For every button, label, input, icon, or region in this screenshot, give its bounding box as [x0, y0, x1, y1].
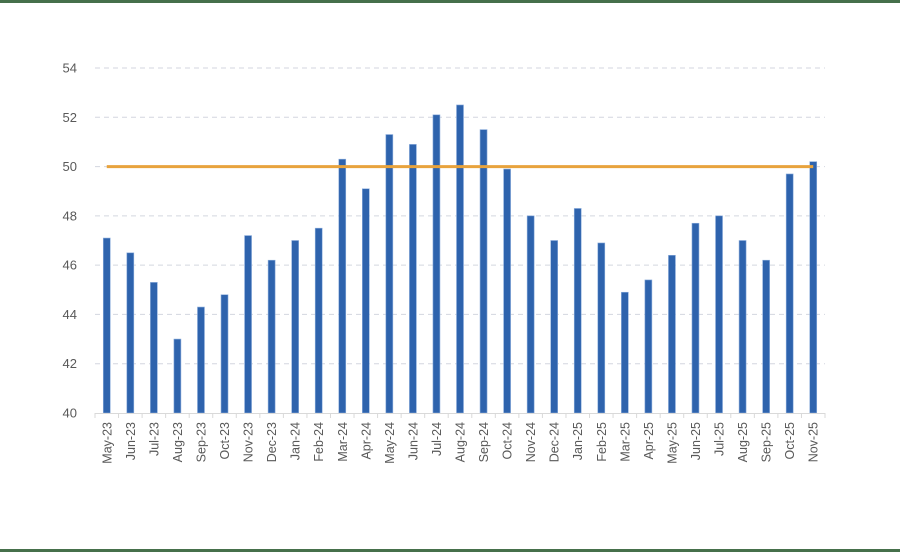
- x-tick-label: Jul-23: [147, 422, 161, 456]
- bar: [173, 338, 182, 414]
- x-tick-label: Jul-24: [430, 422, 444, 456]
- top-frame-border: [0, 0, 900, 3]
- bar: [409, 144, 417, 414]
- x-tick-label: Dec-23: [265, 422, 279, 462]
- x-axis-tick-labels: May-23 Jun-23 Jul-23 Aug-23 Sep-23 Oct-23 Nov-…: [100, 422, 820, 464]
- y-tick-label: 54: [63, 61, 77, 76]
- bar: [362, 188, 370, 414]
- bar: [338, 158, 347, 414]
- y-tick-label: 44: [63, 307, 77, 322]
- bar: [526, 215, 535, 414]
- x-tick-label: Apr-25: [642, 422, 656, 460]
- bar: [244, 235, 252, 414]
- bar: [220, 294, 229, 414]
- bar: [738, 240, 747, 414]
- x-tick-label: Jul-25: [713, 422, 727, 456]
- x-tick-label: Nov-25: [807, 422, 821, 462]
- x-tick-label: Nov-24: [524, 422, 538, 462]
- y-tick-label: 48: [63, 208, 77, 223]
- bar: [503, 168, 511, 414]
- x-tick-label: Jan-25: [571, 422, 585, 460]
- bar: [150, 282, 158, 414]
- x-tick-label: Dec-24: [548, 422, 562, 462]
- bar: [479, 129, 488, 414]
- x-tick-label: Sep-25: [760, 422, 774, 462]
- bar: [314, 227, 323, 414]
- bar: [126, 252, 135, 414]
- x-tick-label: May-24: [383, 422, 397, 464]
- y-tick-label: 52: [63, 110, 77, 125]
- y-tick-label: 46: [63, 258, 77, 273]
- bar: [102, 237, 111, 414]
- x-tick-label: Jun-25: [689, 422, 703, 460]
- x-tick-label: Feb-24: [312, 422, 326, 462]
- x-tick-label: Mar-25: [618, 422, 632, 462]
- bar: [597, 242, 606, 414]
- x-tick-label: Mar-24: [336, 422, 350, 462]
- bar: [691, 222, 700, 414]
- x-tick-label: Oct-24: [501, 422, 515, 460]
- bar: [432, 114, 441, 414]
- bar: [762, 259, 770, 414]
- x-tick-label: Jan-24: [289, 422, 303, 460]
- y-tick-label: 50: [63, 159, 77, 174]
- x-tick-label: Oct-23: [218, 422, 232, 460]
- y-tick-label: 40: [63, 406, 77, 421]
- x-axis: [94, 413, 826, 418]
- x-tick-label: Aug-25: [736, 422, 750, 462]
- bar: [785, 173, 794, 414]
- x-tick-label: Aug-23: [171, 422, 185, 462]
- bar: [267, 259, 276, 414]
- bar: [456, 104, 464, 414]
- x-tick-label: Jun-24: [406, 422, 420, 460]
- x-tick-label: Apr-24: [359, 422, 373, 460]
- x-tick-label: May-25: [665, 422, 679, 464]
- x-tick-label: Sep-24: [477, 422, 491, 462]
- bar: [385, 134, 394, 414]
- x-tick-label: May-23: [100, 422, 114, 464]
- bar: [644, 279, 653, 414]
- x-tick-label: Aug-24: [454, 422, 468, 462]
- bar: [573, 208, 582, 414]
- bar: [715, 215, 723, 414]
- x-tick-label: Nov-23: [242, 422, 256, 462]
- bar: [550, 240, 558, 414]
- bar: [621, 291, 629, 414]
- x-tick-label: Jun-23: [124, 422, 138, 460]
- bar: [809, 161, 818, 414]
- y-tick-label: 42: [63, 356, 77, 371]
- bar: [291, 240, 299, 414]
- x-tick-label: Feb-25: [595, 422, 609, 462]
- x-tick-label: Sep-23: [194, 422, 208, 462]
- bar: [197, 306, 205, 414]
- bottom-frame-border: [0, 549, 900, 552]
- x-tick-label: Oct-25: [783, 422, 797, 460]
- y-axis-tick-labels: 40 42 44 46 48 50 52 54: [63, 61, 77, 421]
- bar: [668, 254, 676, 414]
- bar-series: [102, 104, 818, 414]
